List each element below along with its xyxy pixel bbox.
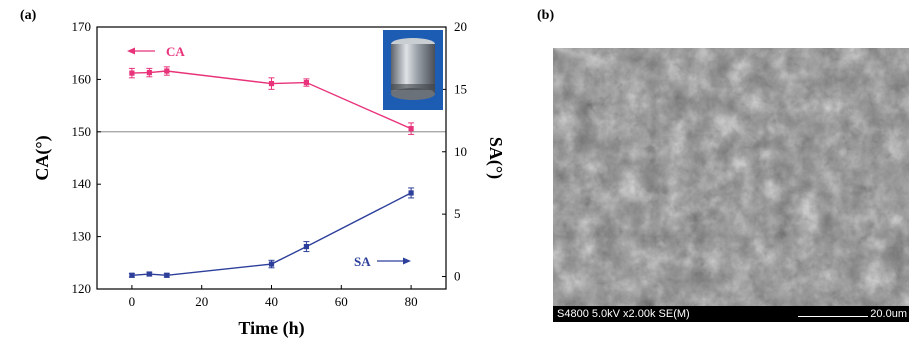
sem-scale-label: 20.0um [870,308,907,320]
y-right-tick-label: 15 [454,81,467,96]
y-right-tick-label: 10 [454,144,467,159]
ca-data-point [164,68,170,74]
ca-series-line [131,70,412,130]
sa-series-line [131,192,412,276]
y-right-tick-label: 5 [454,206,461,221]
sem-image: S4800 5.0kV x2.00k SE(M) 20.0um [553,48,909,322]
sem-info-bar: S4800 5.0kV x2.00k SE(M) 20.0um [553,306,909,322]
y-left-axis-title: CA(°) [32,135,53,180]
sa-data-point [146,271,152,277]
sample-photo [383,30,443,110]
y-left-tick-label: 160 [72,71,92,86]
x-axis-title: Time (h) [238,318,304,339]
panel-b-label: (b) [537,8,555,23]
sa-data-point [268,261,275,267]
y-left-tick-label: 120 [72,281,92,296]
ca-data-point [408,126,414,132]
sem-scale-bar [798,310,868,317]
y-left-tick-label: 150 [72,124,92,139]
x-tick-label: 0 [129,294,136,309]
x-tick-label: 20 [195,294,208,309]
ca-annotation: CA [166,44,185,59]
x-tick-label: 60 [335,294,348,309]
sa-annotation: SA [354,254,371,269]
y-left-tick-label: 170 [72,19,92,34]
metal-cylinder-photo [383,30,443,110]
sa-data-point [303,243,309,250]
ca-sa-chart: 0 20 40 60 80 120 130 140 150 160 170 0 5 10 15 20 Time … [32,19,506,339]
x-tick-label: 40 [265,294,278,309]
y-left-tick-label: 130 [72,229,92,244]
ca-data-point [146,69,152,76]
sem-info-text: S4800 5.0kV x2.00k SE(M) [557,308,690,320]
ca-data-point [268,80,275,87]
y-left-tick-label: 140 [72,176,92,191]
panel-a-label: (a) [20,8,37,23]
sa-data-point [164,272,170,278]
y-right-axis-title: SA(°) [485,137,506,179]
sa-arrow-head [403,257,411,265]
sa-data-point [129,272,135,278]
ca-data-point [129,70,135,76]
y-right-tick-label: 20 [454,19,467,34]
x-tick-label: 80 [405,294,418,309]
ca-arrow-head [127,47,135,55]
sem-micrograph [553,48,909,322]
sa-data-point [408,190,414,196]
ca-data-point [303,79,309,86]
y-right-tick-label: 0 [454,269,461,284]
